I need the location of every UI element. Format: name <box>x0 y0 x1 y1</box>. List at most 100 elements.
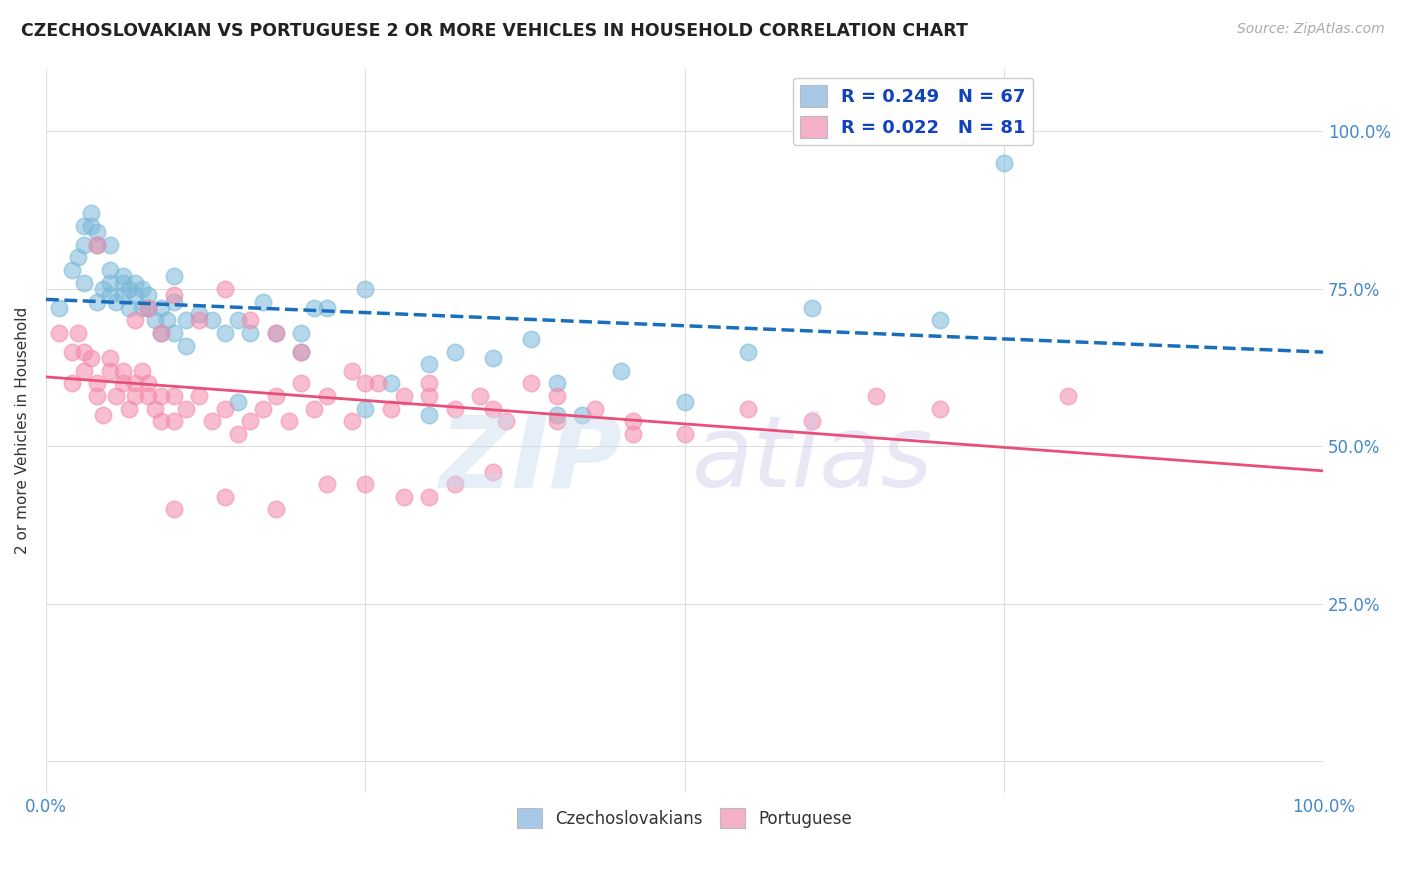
Point <box>176 313 198 327</box>
Point <box>98 351 121 366</box>
Point <box>470 389 492 403</box>
Point <box>367 376 389 391</box>
Point <box>73 344 96 359</box>
Point <box>495 414 517 428</box>
Point <box>737 401 759 416</box>
Point <box>86 237 108 252</box>
Text: atlas: atlas <box>692 411 934 508</box>
Point <box>214 282 236 296</box>
Point <box>214 401 236 416</box>
Point <box>609 364 631 378</box>
Point <box>118 401 141 416</box>
Point <box>111 269 134 284</box>
Point <box>201 313 224 327</box>
Point <box>290 344 312 359</box>
Point <box>380 401 402 416</box>
Point <box>111 376 134 391</box>
Point <box>482 465 505 479</box>
Point <box>118 301 141 315</box>
Point <box>520 376 543 391</box>
Point <box>143 313 166 327</box>
Point <box>136 301 159 315</box>
Point <box>163 414 186 428</box>
Point <box>392 389 415 403</box>
Point <box>73 276 96 290</box>
Point <box>149 389 172 403</box>
Point <box>546 414 568 428</box>
Point <box>98 288 121 302</box>
Point <box>252 401 274 416</box>
Point <box>73 219 96 233</box>
Point <box>105 294 128 309</box>
Point <box>149 326 172 340</box>
Point <box>392 490 415 504</box>
Point <box>48 326 70 340</box>
Point <box>111 276 134 290</box>
Point <box>264 326 287 340</box>
Point <box>214 490 236 504</box>
Point <box>176 401 198 416</box>
Point <box>143 401 166 416</box>
Point <box>354 282 377 296</box>
Point <box>111 288 134 302</box>
Text: Source: ZipAtlas.com: Source: ZipAtlas.com <box>1237 22 1385 37</box>
Point <box>801 301 824 315</box>
Point <box>264 389 287 403</box>
Point <box>316 477 339 491</box>
Point <box>239 326 262 340</box>
Point <box>163 326 186 340</box>
Point <box>290 326 312 340</box>
Point <box>105 389 128 403</box>
Point <box>124 313 146 327</box>
Point <box>737 344 759 359</box>
Point <box>86 237 108 252</box>
Point <box>131 282 153 296</box>
Point <box>118 282 141 296</box>
Point <box>214 326 236 340</box>
Point <box>73 364 96 378</box>
Point <box>98 263 121 277</box>
Point <box>188 313 211 327</box>
Point <box>673 426 696 441</box>
Point <box>264 326 287 340</box>
Point <box>93 282 115 296</box>
Point <box>136 376 159 391</box>
Point <box>149 326 172 340</box>
Point <box>188 389 211 403</box>
Point <box>226 426 249 441</box>
Point <box>482 401 505 416</box>
Point <box>264 502 287 516</box>
Point <box>342 364 364 378</box>
Point <box>86 294 108 309</box>
Point <box>418 358 440 372</box>
Point <box>79 219 101 233</box>
Point <box>86 376 108 391</box>
Point <box>124 276 146 290</box>
Point <box>163 288 186 302</box>
Point <box>993 124 1015 138</box>
Point <box>149 414 172 428</box>
Point <box>418 490 440 504</box>
Point <box>623 414 645 428</box>
Point <box>226 313 249 327</box>
Point <box>176 338 198 352</box>
Point <box>443 344 465 359</box>
Point <box>418 389 440 403</box>
Legend: Czechoslovakians, Portuguese: Czechoslovakians, Portuguese <box>510 801 859 835</box>
Point <box>316 301 339 315</box>
Point <box>163 502 186 516</box>
Point <box>131 364 153 378</box>
Point <box>136 301 159 315</box>
Point <box>124 389 146 403</box>
Point <box>929 313 952 327</box>
Point <box>520 332 543 346</box>
Point <box>583 401 606 416</box>
Point <box>60 263 83 277</box>
Point <box>865 389 887 403</box>
Point <box>111 364 134 378</box>
Point <box>79 206 101 220</box>
Point <box>342 414 364 428</box>
Point <box>163 294 186 309</box>
Point <box>354 376 377 391</box>
Point <box>354 401 377 416</box>
